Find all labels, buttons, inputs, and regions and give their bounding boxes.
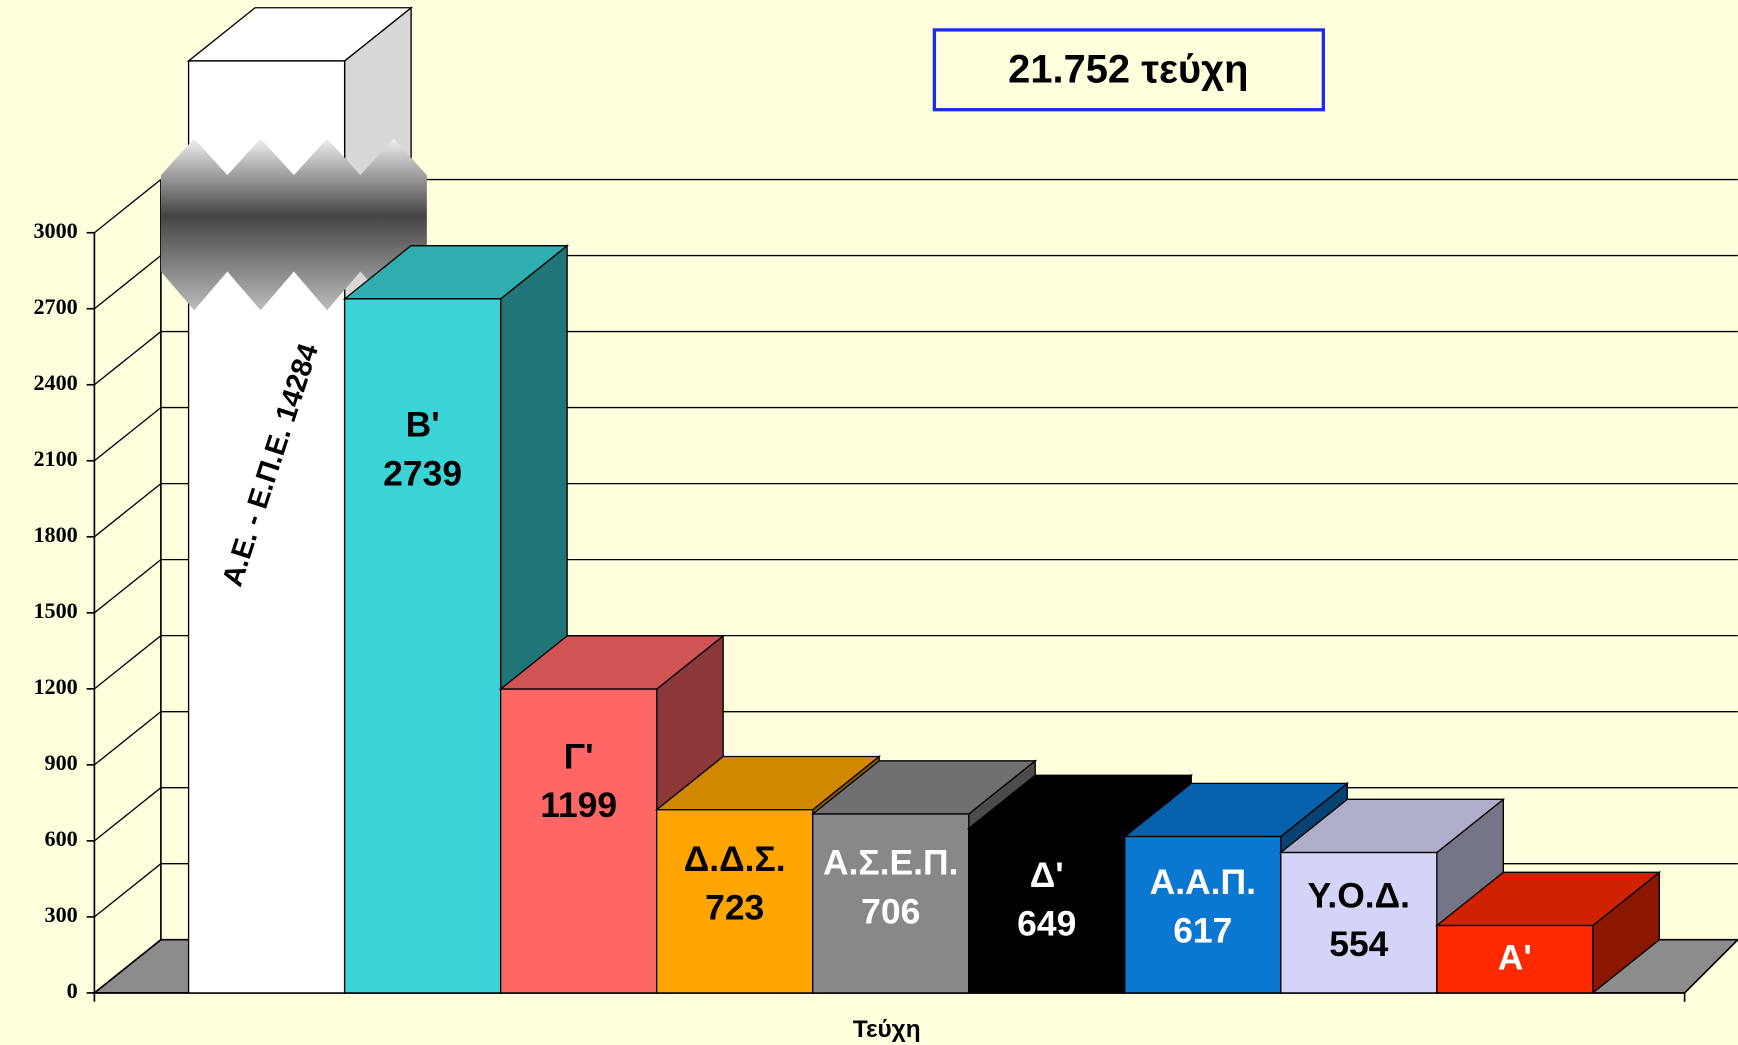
bar-label-value: 2739 (383, 453, 462, 493)
bar-label-value: 649 (1017, 904, 1076, 944)
y-tick-label: 3000 (33, 218, 77, 243)
chart-title: 21.752 τεύχη (1008, 48, 1248, 92)
bar-label-name: Δ.Δ.Σ. (684, 839, 786, 879)
y-tick-label: 600 (45, 826, 78, 851)
bar-label-value: 706 (861, 891, 920, 931)
y-tick-label: 2400 (33, 370, 77, 395)
y-tick-label: 1500 (33, 598, 77, 623)
y-tick-label: 300 (45, 902, 78, 927)
y-tick-label: 1200 (33, 674, 77, 699)
bar-label-name: Δ' (1030, 855, 1064, 895)
bar-label-name: Υ.Ο.Δ. (1308, 875, 1410, 915)
y-tick-label: 1800 (33, 522, 77, 547)
chart: 21.752 τεύχη Τεύχη 0 300 600 900 1200 1500 180… (0, 0, 1738, 1045)
bar-label-value: 1199 (540, 785, 617, 825)
bar (1281, 853, 1437, 993)
y-tick-label: 2100 (33, 446, 77, 471)
bar-label-name: Β' (406, 405, 440, 445)
bar-label-value: 554 (1329, 924, 1388, 964)
bar-label-name: Α.Σ.Ε.Π. (823, 843, 959, 883)
bar-label-value: 617 (1173, 911, 1232, 951)
bar-label-value: 723 (705, 888, 764, 928)
y-tick-label: 2700 (33, 294, 77, 319)
bar (345, 299, 501, 993)
bar-label-name: Α.Α.Π. (1150, 862, 1256, 902)
bar (501, 689, 657, 993)
bar-label-name: Γ' (564, 736, 594, 776)
y-tick-label: 900 (45, 750, 78, 775)
bar-label-name: Α' (1498, 937, 1532, 977)
y-tick-label: 0 (67, 978, 78, 1003)
x-axis-label: Τεύχη (853, 1016, 921, 1043)
